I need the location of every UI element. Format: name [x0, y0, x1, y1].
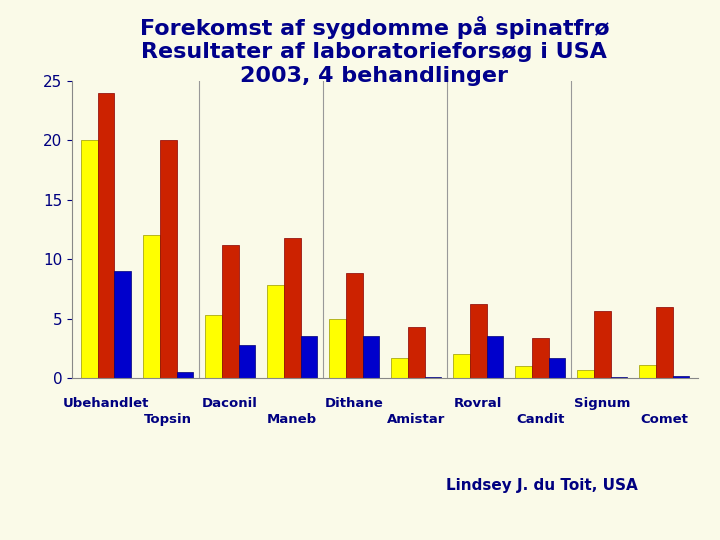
Bar: [611, 377, 627, 378]
Text: Topsin: Topsin: [144, 413, 192, 426]
Bar: [238, 345, 256, 378]
Bar: [532, 338, 549, 378]
Text: Amistar: Amistar: [387, 413, 446, 426]
Bar: [81, 140, 98, 378]
Bar: [425, 377, 441, 378]
Bar: [363, 336, 379, 378]
Text: Dithane: Dithane: [325, 397, 384, 410]
Bar: [176, 372, 193, 378]
Bar: [453, 354, 470, 378]
Bar: [594, 312, 611, 378]
Bar: [549, 358, 565, 378]
Text: Candit: Candit: [516, 413, 564, 426]
Bar: [329, 319, 346, 378]
Text: Comet: Comet: [640, 413, 688, 426]
Text: Lindsey J. du Toit, USA: Lindsey J. du Toit, USA: [446, 478, 638, 493]
Bar: [284, 238, 300, 378]
Bar: [656, 307, 672, 378]
Bar: [639, 365, 656, 378]
Bar: [515, 366, 532, 378]
Bar: [672, 376, 690, 378]
Bar: [408, 327, 425, 378]
Text: Ubehandlet: Ubehandlet: [63, 397, 149, 410]
Text: Signum: Signum: [574, 397, 631, 410]
Bar: [267, 285, 284, 378]
Bar: [577, 370, 594, 378]
Text: Rovral: Rovral: [454, 397, 503, 410]
Text: Maneb: Maneb: [267, 413, 318, 426]
Bar: [346, 273, 363, 378]
Bar: [114, 271, 131, 378]
Bar: [205, 315, 222, 378]
Bar: [391, 358, 408, 378]
Text: Daconil: Daconil: [202, 397, 258, 410]
Bar: [300, 336, 318, 378]
Bar: [98, 93, 114, 378]
Bar: [160, 140, 176, 378]
Bar: [487, 336, 503, 378]
Bar: [143, 235, 160, 378]
Bar: [222, 245, 238, 378]
Bar: [470, 305, 487, 378]
Text: Forekomst af sygdomme på spinatfrø
Resultater af laboratorieforsøg i USA
2003, 4: Forekomst af sygdomme på spinatfrø Resul…: [140, 16, 609, 86]
